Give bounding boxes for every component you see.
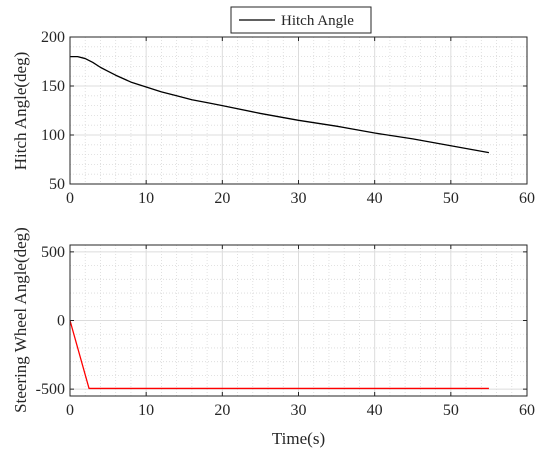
x-tick-label: 0: [66, 190, 74, 207]
legend: Hitch Angle: [230, 6, 372, 34]
y-tick-label: 200: [41, 29, 65, 46]
y-tick-label: 0: [57, 313, 65, 330]
x-tick-label: 0: [66, 402, 74, 419]
y-tick-label: -500: [36, 381, 65, 398]
y-axis-label: Hitch Angle(deg): [11, 52, 30, 171]
x-tick-label: 30: [291, 402, 307, 419]
hitch-angle-axes: 0 10 20 30 40 50 60 50 100 150 200 Hitch Angle(deg)…: [11, 6, 535, 207]
x-tick-label: 10: [138, 402, 154, 419]
x-tick-label: 20: [214, 190, 230, 207]
x-tick-label: 30: [291, 190, 307, 207]
x-tick-label: 40: [367, 190, 383, 207]
y-tick-label: 100: [41, 127, 65, 144]
x-tick-label: 10: [138, 190, 154, 207]
x-tick-label: 40: [367, 402, 383, 419]
legend-label: Hitch Angle: [281, 13, 354, 29]
series-line-hitch-angle: [70, 55, 490, 154]
y-tick-label: 150: [41, 78, 65, 95]
series-line-steering-wheel-angle: [69, 320, 489, 390]
y-tick-label: 500: [41, 244, 65, 261]
x-axis-label: Time(s): [272, 429, 325, 448]
x-tick-label: 60: [519, 402, 535, 419]
y-axis-label: Steering Wheel Angle(deg): [11, 227, 30, 413]
x-tick-label: 50: [443, 190, 459, 207]
y-tick-label: 50: [49, 176, 65, 193]
x-tick-label: 60: [519, 190, 535, 207]
x-tick-label: 20: [214, 402, 230, 419]
x-tick-label: 50: [443, 402, 459, 419]
